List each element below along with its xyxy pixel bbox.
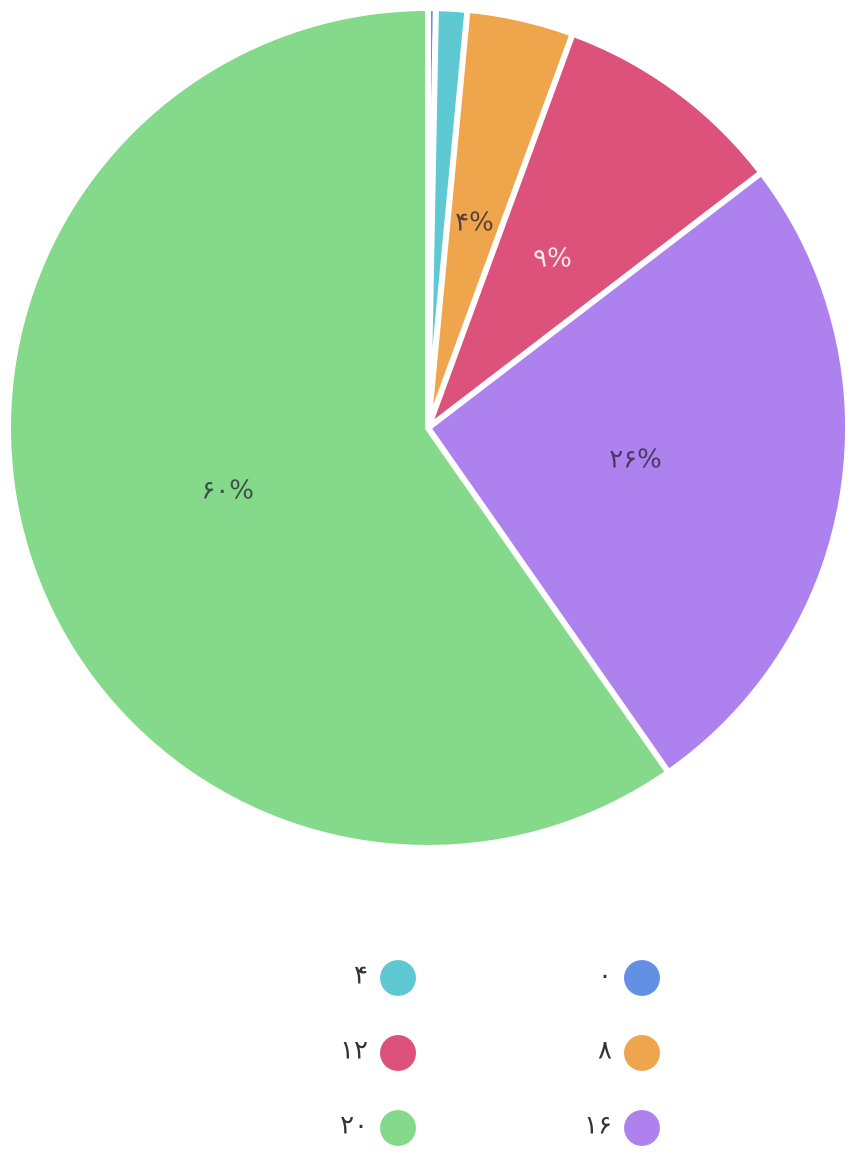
legend-label: ۸ bbox=[598, 1036, 612, 1066]
legend-marker bbox=[624, 1035, 660, 1071]
data-label: ۹% bbox=[533, 243, 572, 273]
legend-label: ۲۰ bbox=[340, 1111, 368, 1141]
data-label: ۲۶% bbox=[609, 445, 662, 475]
data-label: ۴% bbox=[455, 208, 494, 238]
pie-slice bbox=[5, 5, 672, 851]
legend-marker bbox=[380, 960, 416, 996]
legend-marker bbox=[624, 960, 660, 996]
legend-label: ۱۲ bbox=[340, 1036, 368, 1066]
legend-marker bbox=[380, 1035, 416, 1071]
legend-label: ۰ bbox=[598, 961, 612, 991]
pie-slice bbox=[425, 169, 851, 776]
legend-marker bbox=[380, 1110, 416, 1146]
legend-label: ۴ bbox=[354, 961, 368, 991]
legend-marker bbox=[624, 1110, 660, 1146]
data-label: ۶۰% bbox=[201, 476, 254, 506]
pie-slice bbox=[425, 30, 765, 431]
legend-label: ۱۶ bbox=[584, 1111, 612, 1141]
